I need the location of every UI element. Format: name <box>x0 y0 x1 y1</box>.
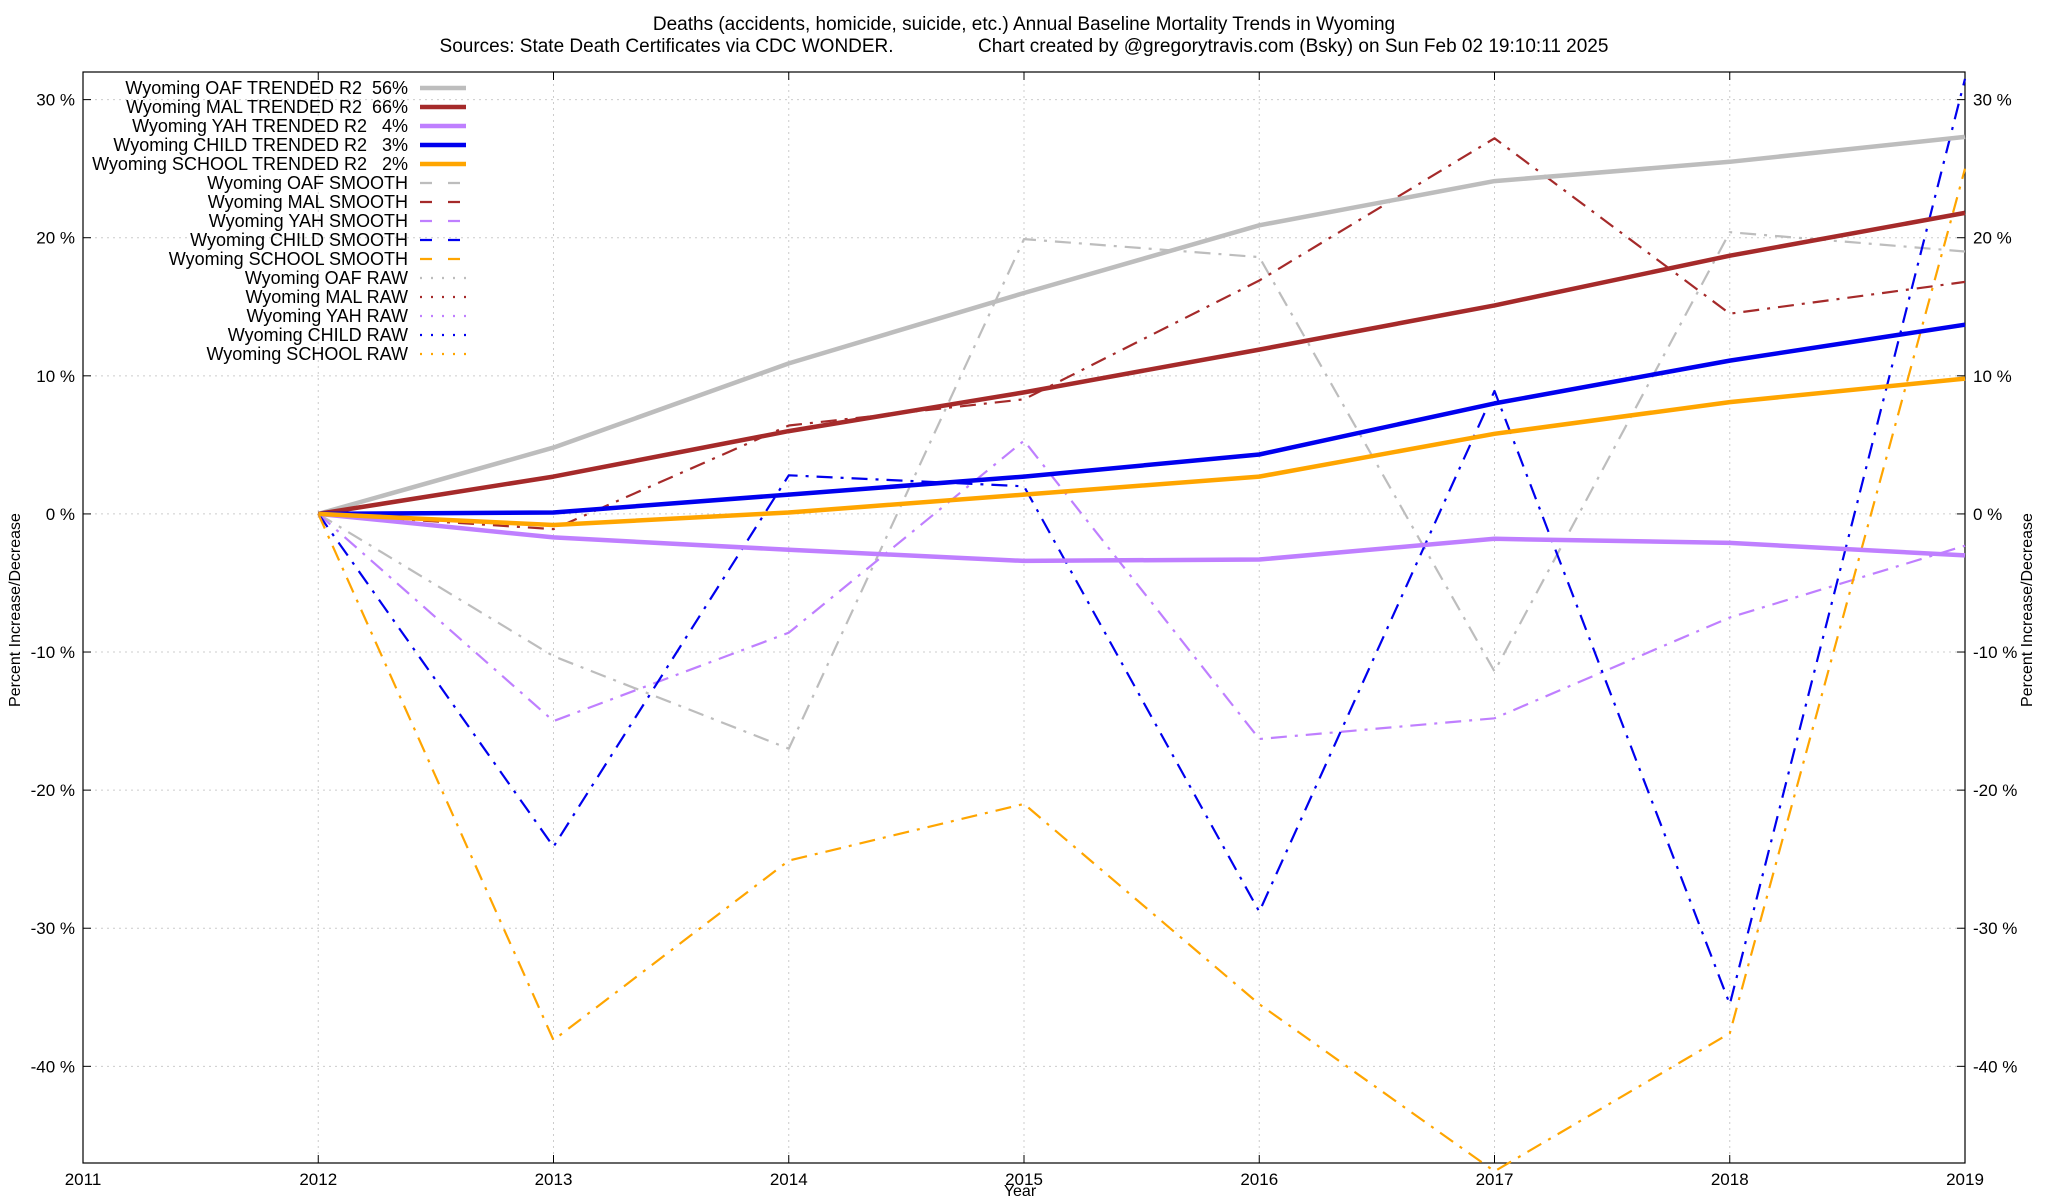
series-line-4 <box>318 376 1966 528</box>
legend-label: Wyoming OAF SMOOTH <box>207 173 408 193</box>
legend-label: Wyoming OAF TRENDED R2 56% <box>125 78 408 98</box>
y2-tick-label: 0 % <box>1973 505 2002 524</box>
x-tick-label: 2018 <box>1711 1170 1749 1189</box>
legend-label: Wyoming OAF RAW <box>245 268 408 288</box>
series-lines <box>317 78 1967 1173</box>
x-tick-label: 2013 <box>535 1170 573 1189</box>
series-line-19 <box>317 168 1967 1173</box>
x-tick-label: 2019 <box>1946 1170 1984 1189</box>
legend-label: Wyoming YAH TRENDED R2 4% <box>132 116 408 136</box>
legend-label: Wyoming SCHOOL TRENDED R2 2% <box>92 154 408 174</box>
x-tick-label: 2011 <box>65 1170 102 1189</box>
axis-ticks: 2011 2012 2013 2014 2015 2016 2017 2018 2019 -40 … <box>31 72 2017 1189</box>
legend: Wyoming OAF TRENDED R2 56%Wyoming MAL TR… <box>92 78 466 364</box>
y2-tick-label: -10 % <box>1973 643 2017 662</box>
series-line-18 <box>317 78 1967 1006</box>
legend-label: Wyoming SCHOOL RAW <box>206 344 408 364</box>
y2-tick-label: 20 % <box>1973 229 2012 248</box>
series-line-17 <box>317 439 1966 741</box>
legend-label: Wyoming YAH SMOOTH <box>209 211 408 231</box>
legend-label: Wyoming CHILD TRENDED R2 3% <box>113 135 408 155</box>
y2-tick-label: 10 % <box>1973 367 2012 386</box>
x-tick-label: 2012 <box>299 1170 337 1189</box>
y2-tick-label: -20 % <box>1973 781 2017 800</box>
y-tick-label: -40 % <box>31 1057 75 1076</box>
legend-label: Wyoming CHILD RAW <box>228 325 408 345</box>
series-line-2 <box>318 511 1966 564</box>
series-line-3 <box>318 322 1966 517</box>
y2-tick-label: -30 % <box>1973 919 2017 938</box>
series-line-16 <box>318 137 1966 531</box>
series-line-15 <box>317 231 1966 750</box>
legend-label: Wyoming MAL SMOOTH <box>208 192 408 212</box>
y-tick-label: 10 % <box>36 367 75 386</box>
chart-subtitle: Sources: State Death Certificates via CD… <box>440 36 1609 57</box>
series-line-0 <box>317 134 1966 517</box>
y-tick-label: 0 % <box>46 505 75 524</box>
y2-tick-label: 30 % <box>1973 91 2012 110</box>
legend-label: Wyoming MAL TRENDED R2 66% <box>126 97 408 117</box>
y2-axis-label: Percent Increase/Decrease <box>2019 513 2036 707</box>
y-tick-label: -30 % <box>31 919 75 938</box>
legend-label: Wyoming CHILD SMOOTH <box>190 230 408 250</box>
y-tick-label: -20 % <box>31 781 75 800</box>
chart-title: Deaths (accidents, homicide, suicide, et… <box>653 14 1395 35</box>
y-tick-label: 30 % <box>36 91 75 110</box>
x-tick-label: 2015 <box>1005 1170 1043 1189</box>
y-tick-label: -10 % <box>31 643 75 662</box>
x-axis-label: Year <box>1004 1183 1037 1200</box>
y2-tick-label: -40 % <box>1973 1057 2017 1076</box>
x-tick-label: 2016 <box>1240 1170 1278 1189</box>
legend-label: Wyoming YAH RAW <box>246 306 408 326</box>
legend-label: Wyoming SCHOOL SMOOTH <box>169 249 408 269</box>
series-line-1 <box>317 210 1966 517</box>
x-tick-label: 2014 <box>770 1170 808 1189</box>
y-tick-label: 20 % <box>36 229 75 248</box>
y-axis-label: Percent Increase/Decrease <box>7 513 24 707</box>
legend-label: Wyoming MAL RAW <box>245 287 408 307</box>
x-tick-label: 2017 <box>1476 1170 1514 1189</box>
